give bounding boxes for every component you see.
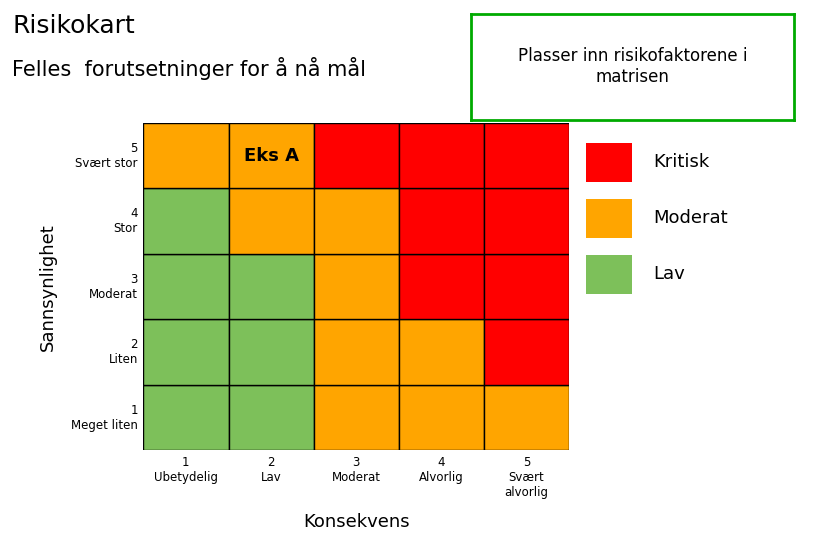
Bar xyxy=(484,188,569,254)
Bar xyxy=(143,319,229,385)
Bar xyxy=(229,385,314,450)
Text: Eks A: Eks A xyxy=(243,147,299,164)
Bar xyxy=(399,123,484,188)
X-axis label: Konsekvens: Konsekvens xyxy=(303,513,410,531)
Bar xyxy=(484,385,569,450)
Y-axis label: Sannsynlighet: Sannsynlighet xyxy=(39,223,57,351)
Bar xyxy=(143,123,229,188)
Bar xyxy=(399,319,484,385)
Bar xyxy=(586,199,632,238)
Bar xyxy=(314,254,399,319)
Text: Plasser inn risikofaktorene i
matrisen: Plasser inn risikofaktorene i matrisen xyxy=(518,48,748,86)
Bar xyxy=(314,385,399,450)
Bar xyxy=(586,255,632,294)
Text: Felles  forutsetninger for å nå mål: Felles forutsetninger for å nå mål xyxy=(12,57,366,80)
Bar xyxy=(143,254,229,319)
Bar xyxy=(586,143,632,182)
Bar xyxy=(229,188,314,254)
Bar xyxy=(399,254,484,319)
Text: Risikokart: Risikokart xyxy=(12,14,135,38)
Bar xyxy=(229,254,314,319)
Bar xyxy=(229,319,314,385)
Bar xyxy=(399,188,484,254)
Text: Moderat: Moderat xyxy=(654,210,728,227)
Bar xyxy=(484,123,569,188)
Bar xyxy=(143,385,229,450)
Bar xyxy=(484,319,569,385)
Bar xyxy=(399,385,484,450)
Bar xyxy=(314,123,399,188)
Bar xyxy=(229,123,314,188)
Text: Kritisk: Kritisk xyxy=(654,153,710,171)
Bar xyxy=(314,188,399,254)
Text: Lav: Lav xyxy=(654,265,686,283)
Bar xyxy=(143,188,229,254)
Bar xyxy=(314,319,399,385)
Bar xyxy=(484,254,569,319)
